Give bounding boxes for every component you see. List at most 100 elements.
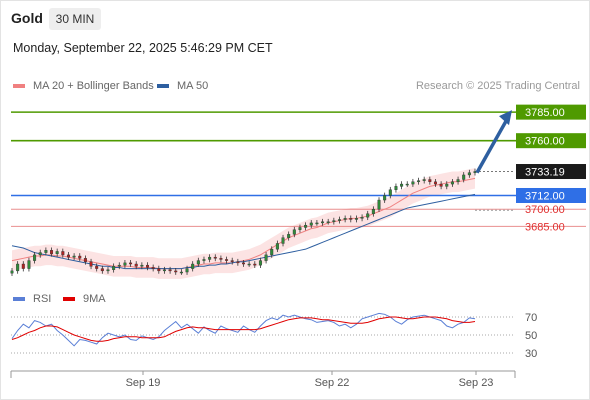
candle-3: [27, 257, 31, 272]
candle-33: [196, 257, 200, 267]
candle-19: [117, 262, 121, 270]
candle-body: [219, 258, 223, 260]
candle-body: [411, 181, 415, 185]
candle-21: [129, 260, 133, 267]
candle-body: [298, 227, 302, 230]
candle-22: [134, 261, 138, 270]
candle-14: [89, 258, 93, 270]
candle-body: [371, 209, 375, 214]
candle-77: [445, 181, 449, 190]
candle-54: [315, 220, 319, 226]
candle-7: [50, 247, 54, 257]
candle-body: [270, 248, 274, 256]
candle-body: [134, 263, 138, 267]
candle-16: [100, 265, 104, 274]
candle-body: [309, 222, 313, 226]
candle-body: [241, 262, 245, 265]
rsi-swatch: [13, 297, 25, 302]
candle-body: [72, 255, 76, 258]
candle-66: [383, 192, 387, 203]
candle-81: [467, 169, 471, 178]
candle-body: [129, 262, 133, 265]
candle-75: [433, 178, 437, 187]
candle-body: [292, 229, 296, 235]
candle-body: [236, 261, 240, 264]
candle-60: [349, 215, 353, 223]
candle-72: [417, 177, 421, 185]
candle-body: [349, 218, 353, 220]
candle-body: [354, 218, 358, 220]
candle-body: [247, 263, 251, 266]
candle-body: [275, 243, 279, 250]
candle-body: [191, 263, 195, 269]
candle-body: [38, 252, 42, 256]
timeframe-badge[interactable]: 30 MIN: [49, 8, 101, 30]
candle-body: [326, 221, 330, 223]
candle-body: [383, 195, 387, 201]
candle-body: [66, 254, 70, 258]
candle-body: [462, 174, 466, 180]
current-price-label: 3733.19: [525, 167, 565, 179]
candle-18: [112, 263, 116, 273]
candle-body: [44, 250, 48, 253]
candle-53: [309, 220, 313, 229]
candle-39: [230, 257, 234, 265]
candle-body: [196, 260, 200, 265]
candle-body: [456, 179, 460, 182]
level-label-1: 3760.00: [525, 136, 565, 148]
level-label-2-bg: [516, 187, 586, 203]
candle-body: [27, 260, 31, 269]
candle-61: [354, 215, 358, 223]
candle-47: [275, 240, 279, 253]
candle-9: [61, 248, 65, 258]
x-tick-label-2: Sep 23: [459, 377, 494, 389]
candle-body: [439, 183, 443, 187]
candle-43: [253, 261, 257, 269]
ma50-swatch: [157, 84, 169, 89]
candle-41: [241, 260, 245, 267]
candle-37: [219, 255, 223, 263]
candle-64: [371, 206, 375, 217]
level-label-0: 3785.00: [525, 107, 565, 119]
level-label-1-bg: [516, 133, 586, 149]
candle-52: [304, 222, 308, 231]
candle-body: [394, 186, 398, 190]
candle-body: [321, 221, 325, 224]
candle-body: [117, 264, 121, 267]
rsi-tick-2: 30: [525, 348, 537, 360]
candle-30: [179, 269, 183, 275]
candle-62: [360, 214, 364, 222]
candle-28: [168, 266, 172, 274]
candle-body: [50, 250, 54, 254]
candle-body: [55, 251, 59, 254]
candle-68: [394, 183, 398, 193]
9ma-swatch: [63, 297, 75, 302]
candle-24: [146, 262, 150, 271]
legend-ma20: MA 20 + Bollinger Bands: [13, 80, 154, 92]
level-label-2: 3712.00: [525, 190, 565, 202]
candle-26: [157, 265, 161, 274]
forecast-arrow-head: [499, 110, 512, 126]
level-label-3: 3700.00: [525, 204, 565, 216]
candle-body: [83, 258, 87, 262]
candle-body: [315, 222, 319, 225]
candle-body: [258, 260, 262, 266]
candle-15: [95, 263, 99, 272]
candle-body: [405, 183, 409, 186]
candle-38: [225, 256, 229, 264]
candle-73: [422, 176, 426, 184]
candle-body: [450, 181, 454, 185]
legend-ma20-label: MA 20 + Bollinger Bands: [33, 80, 154, 92]
candle-body: [123, 262, 127, 266]
candle-69: [400, 181, 404, 190]
legend-9ma-label: 9MA: [83, 293, 106, 305]
candle-body: [377, 199, 381, 210]
candle-51: [298, 224, 302, 233]
legend-ma50-label: MA 50: [177, 80, 209, 92]
candle-55: [321, 218, 325, 226]
candle-20: [123, 260, 127, 269]
candle-body: [140, 264, 144, 267]
candle-31: [185, 265, 189, 275]
candle-body: [185, 268, 189, 273]
candle-body: [445, 183, 449, 187]
